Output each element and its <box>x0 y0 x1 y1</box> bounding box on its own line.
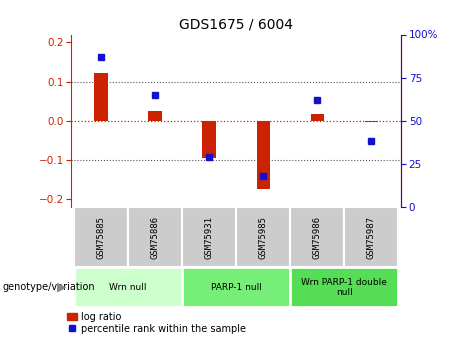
Text: Wrn null: Wrn null <box>109 283 147 292</box>
Bar <box>148 111 162 121</box>
Bar <box>344 207 398 267</box>
Bar <box>182 267 290 307</box>
Text: PARP-1 null: PARP-1 null <box>211 283 262 292</box>
Bar <box>290 267 398 307</box>
Text: GSM75985: GSM75985 <box>259 216 268 259</box>
Text: GSM75986: GSM75986 <box>313 216 322 259</box>
Text: genotype/variation: genotype/variation <box>2 282 95 292</box>
Legend: log ratio, percentile rank within the sample: log ratio, percentile rank within the sa… <box>67 312 246 334</box>
Bar <box>128 207 182 267</box>
Bar <box>182 207 236 267</box>
Text: Wrn PARP-1 double
null: Wrn PARP-1 double null <box>301 277 387 297</box>
Bar <box>311 114 324 121</box>
Bar <box>365 121 378 122</box>
Bar <box>202 121 216 158</box>
Bar <box>290 207 344 267</box>
Text: GSM75987: GSM75987 <box>367 216 376 259</box>
Text: GSM75931: GSM75931 <box>205 216 214 259</box>
Bar <box>236 207 290 267</box>
Bar <box>95 73 108 121</box>
Bar <box>74 267 182 307</box>
Bar <box>74 207 128 267</box>
Bar <box>256 121 270 189</box>
Title: GDS1675 / 6004: GDS1675 / 6004 <box>179 18 293 32</box>
Text: GSM75885: GSM75885 <box>97 216 106 259</box>
Text: ▶: ▶ <box>58 281 67 294</box>
Text: GSM75886: GSM75886 <box>151 216 160 259</box>
